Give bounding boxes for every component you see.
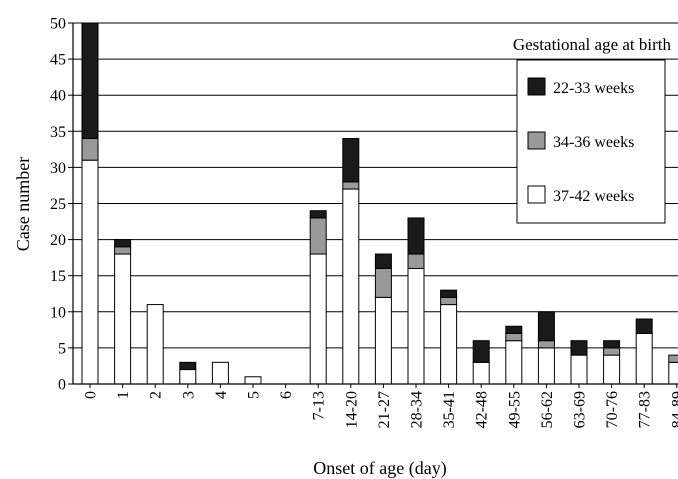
bar-segment: [179, 369, 197, 385]
bar-segment: [407, 253, 425, 269]
x-tick-label: 49-55: [506, 391, 523, 428]
bar-segment: [668, 361, 678, 385]
x-tick-label: 4: [213, 391, 230, 399]
bar-segment: [114, 246, 132, 255]
y-tick-label: 40: [50, 88, 66, 105]
bar-segment: [603, 347, 621, 356]
bar-segment: [537, 311, 555, 342]
x-tick-label: 70-76: [604, 391, 621, 428]
x-tick-label: 63-69: [572, 391, 589, 428]
bar-segment: [505, 340, 523, 385]
bar-segment: [537, 340, 555, 349]
bar-segment: [374, 267, 392, 298]
legend-label: 37-42 weeks: [553, 188, 634, 205]
y-tick-label: 5: [58, 340, 66, 357]
bar-segment: [342, 188, 360, 385]
y-tick-label: 10: [50, 304, 66, 321]
bar-segment: [440, 289, 458, 298]
legend-label: 34-36 weeks: [553, 134, 634, 151]
x-axis-label: Onset of age (day): [313, 458, 446, 479]
bar-segment: [440, 296, 458, 306]
legend-swatch: [527, 131, 546, 150]
y-tick-label: 0: [58, 377, 66, 394]
legend-swatch: [527, 77, 546, 96]
x-tick-label: 84-89: [669, 391, 678, 428]
axes: [68, 22, 678, 388]
bar-segment: [81, 159, 99, 385]
bar-segment: [146, 304, 164, 385]
x-tick-label: 5: [246, 391, 263, 399]
x-tick-label: 6: [278, 391, 295, 399]
bar-segment: [211, 361, 229, 385]
legend-label: 22-33 weeks: [553, 80, 634, 97]
bar-segment: [114, 253, 132, 385]
y-tick-label: 25: [50, 196, 66, 213]
x-tick-label: 56-62: [539, 391, 556, 428]
x-tick-label: 21-27: [376, 391, 393, 428]
legend: Gestational age at birth 22-33 weeks 34-36…: [513, 35, 672, 224]
x-tick-label: 14-20: [343, 391, 360, 428]
bar-segment: [309, 217, 327, 255]
y-tick-label: 15: [50, 268, 66, 285]
bar-segment: [505, 332, 523, 342]
x-tick-labels: 0 1 2 3 4 5 6 7-13 14-20 21-27 28-34 35-41 42-48 49-5…: [83, 391, 678, 428]
x-tick-label: 28-34: [409, 391, 426, 428]
legend-title-background: [478, 30, 678, 58]
x-tick-label: 2: [148, 391, 165, 399]
legend-swatch: [527, 185, 546, 204]
bar-segment: [570, 354, 588, 385]
bar-segment: [537, 347, 555, 385]
x-tick-label: 7-13: [311, 391, 328, 420]
bar-segment: [81, 22, 99, 140]
bar-segment: [81, 138, 99, 161]
y-tick-label: 50: [50, 16, 66, 33]
gridlines: [73, 22, 678, 349]
y-axis-label: Case number: [13, 157, 33, 251]
bar-segment: [472, 361, 490, 385]
bar-segment: [570, 340, 588, 356]
y-tick-label: 20: [50, 232, 66, 249]
y-tick-label: 30: [50, 160, 66, 177]
bar-segment: [342, 138, 360, 183]
bar-segment: [407, 267, 425, 385]
bar-segment: [309, 253, 327, 385]
bar-segment: [668, 354, 678, 363]
bar-segment: [635, 332, 653, 385]
bar-segment: [635, 318, 653, 334]
x-tick-label: 42-48: [474, 391, 491, 428]
legend-title: Gestational age at birth: [513, 35, 672, 54]
bar-segment: [440, 304, 458, 385]
bars: [81, 22, 678, 385]
y-tick-label: 45: [50, 52, 66, 69]
y-tick-label: 35: [50, 124, 66, 141]
x-tick-label: 0: [83, 391, 100, 399]
bar-segment: [179, 361, 197, 371]
x-tick-label: 1: [115, 391, 132, 399]
x-tick-label: 35-41: [441, 391, 458, 428]
bar-segment: [374, 253, 392, 269]
bar-segment: [114, 239, 132, 248]
bar-segment: [244, 376, 262, 385]
x-tick-label: 3: [180, 391, 197, 399]
bar-segment: [309, 210, 327, 219]
bar-segment: [472, 340, 490, 363]
bar-segment: [374, 296, 392, 385]
bar-segment: [603, 340, 621, 349]
bar-segment: [342, 181, 360, 190]
bar-segment: [505, 325, 523, 334]
bar-segment: [603, 354, 621, 385]
y-tick-labels: 0 5 10 15 20 25 30 35 40 45 50: [50, 16, 66, 394]
x-tick-label: 77-83: [637, 391, 654, 428]
bar-segment: [407, 217, 425, 255]
